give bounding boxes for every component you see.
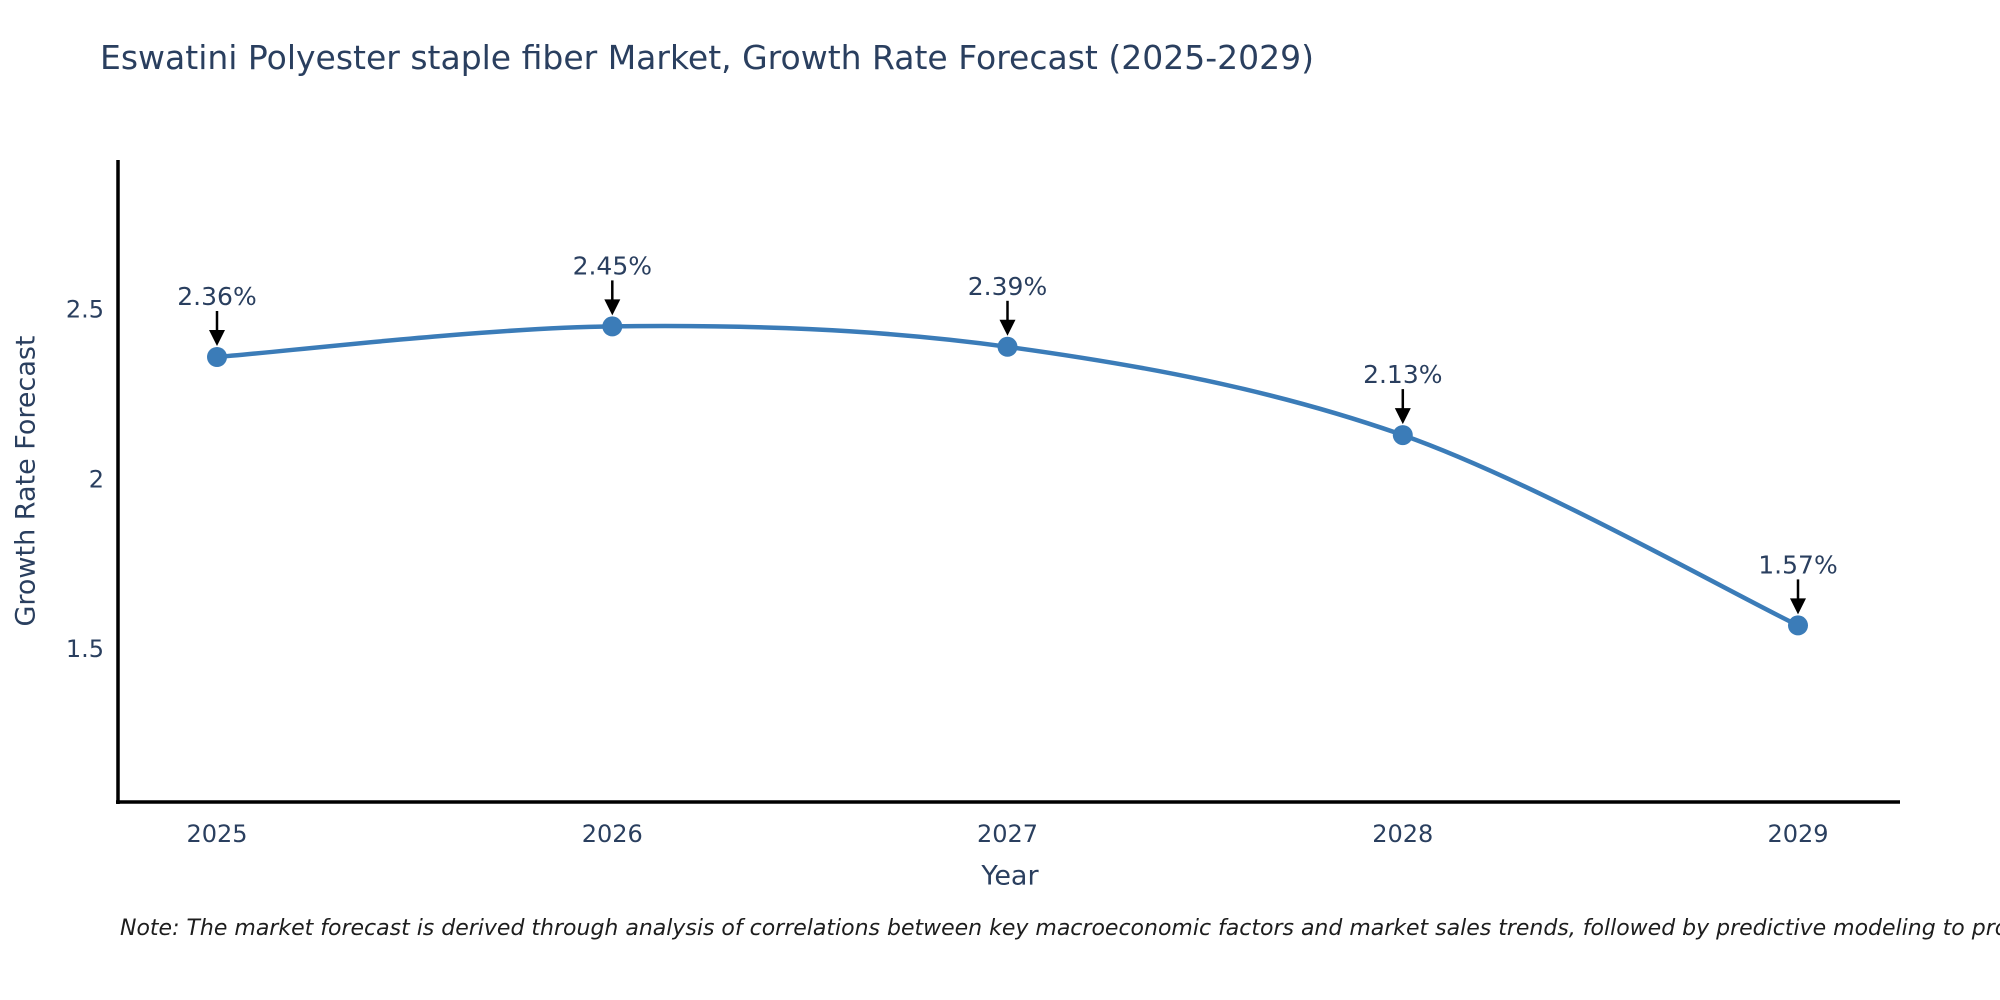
data-point-marker <box>207 347 227 367</box>
annotation-arrowhead <box>604 299 621 316</box>
x-tick-label: 2026 <box>582 820 643 848</box>
x-axis-title: Year <box>981 860 1039 892</box>
annotation-arrowhead <box>1790 598 1806 615</box>
data-point-marker <box>602 316 623 337</box>
annotation-arrowhead <box>1394 408 1411 425</box>
y-tick-label: 2.5 <box>66 296 104 324</box>
chart-title: Eswatini Polyester staple fiber Market, … <box>100 38 1314 77</box>
data-label: 1.57% <box>1758 550 1837 579</box>
data-point-marker <box>997 336 1018 357</box>
data-point-marker <box>1788 615 1808 636</box>
data-label: 2.39% <box>968 272 1047 301</box>
footnote: Note: The market forecast is derived thr… <box>120 916 2000 941</box>
data-label: 2.45% <box>573 251 652 280</box>
x-tick-label: 2025 <box>186 820 247 848</box>
y-tick-label: 2 <box>89 465 104 493</box>
annotation-arrowhead <box>209 330 225 346</box>
x-tick-label: 2027 <box>977 820 1038 848</box>
data-label: 2.36% <box>177 282 256 311</box>
x-tick-label: 2029 <box>1767 820 1828 848</box>
forecast-line <box>214 323 1801 628</box>
data-label: 2.13% <box>1363 360 1442 389</box>
data-point-marker <box>1392 425 1413 446</box>
annotation-arrowhead <box>999 319 1016 336</box>
y-tick-label: 1.5 <box>66 635 104 663</box>
x-tick-label: 2028 <box>1372 820 1433 848</box>
